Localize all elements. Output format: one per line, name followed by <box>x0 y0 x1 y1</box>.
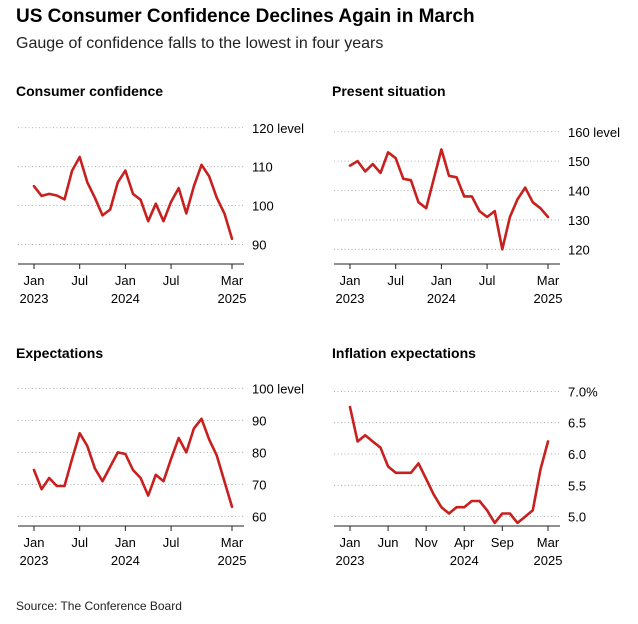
x-tick-label: Jul <box>479 273 496 288</box>
x-tick-label: Nov <box>415 535 439 550</box>
x-tick-year-label: 2025 <box>218 291 247 306</box>
series-line <box>348 405 550 525</box>
chart-present-situation: Present situation 120 130 140 150 160 level J… <box>332 82 632 312</box>
x-tick-label: Jan <box>115 273 136 288</box>
x-tick-label: Jan <box>115 535 136 550</box>
x-tick-year-label: 2024 <box>111 553 140 568</box>
x-tick-label: Jan <box>340 273 361 288</box>
y-tick-label: 100 level <box>252 381 304 396</box>
page-title: US Consumer Confidence Declines Again in… <box>16 6 475 27</box>
x-tick-year-label: 2024 <box>427 291 456 306</box>
x-tick-label: Mar <box>537 535 560 550</box>
x-tick-label: Jul <box>71 535 88 550</box>
series-line <box>348 148 550 251</box>
x-tick-year-label: 2023 <box>336 553 365 568</box>
chart-title: Expectations <box>16 345 104 361</box>
y-tick-label: 5.5 <box>568 478 586 493</box>
x-tick-label: Jan <box>24 535 45 550</box>
y-tick-label: 7.0% <box>568 384 598 399</box>
source-note: Source: The Conference Board <box>16 599 182 613</box>
y-tick-label: 5.0 <box>568 510 586 525</box>
x-tick-label: Jul <box>163 535 180 550</box>
y-tick-label: 110 <box>252 160 273 175</box>
series-line <box>32 155 234 240</box>
page-subtitle: Gauge of confidence falls to the lowest … <box>16 35 384 52</box>
chart-title: Inflation expectations <box>332 345 476 361</box>
x-tick-label: Apr <box>454 535 475 550</box>
y-tick-label: 90 <box>252 413 266 428</box>
x-tick-year-label: 2024 <box>111 291 140 306</box>
chart-canvas: 90 100 110 120 level Jan 2023 Jul Jan 2024 Jul Mar… <box>18 121 304 306</box>
y-tick-label: 6.5 <box>568 416 586 431</box>
x-tick-year-label: 2025 <box>534 291 563 306</box>
y-tick-label: 130 <box>568 213 590 228</box>
y-tick-label: 100 <box>252 199 274 214</box>
x-tick-year-label: 2025 <box>218 553 247 568</box>
chart-canvas: 60 70 80 90 100 level Jan 2023 Jul Jan 2024 Jul Mar… <box>18 381 304 568</box>
y-tick-label: 150 <box>568 154 590 169</box>
x-tick-year-label: 2023 <box>20 553 49 568</box>
series-line <box>32 417 234 509</box>
x-tick-label: Jan <box>24 273 45 288</box>
chart-expectations: Expectations 60 70 80 90 100 level Jan 2023 Jul… <box>16 344 316 574</box>
x-tick-label: Jul <box>71 273 88 288</box>
chart-consumer-confidence: Consumer confidence 90 100 110 120 level Jan… <box>16 82 316 312</box>
x-tick-year-label: 2023 <box>20 291 49 306</box>
y-tick-label: 140 <box>568 184 590 199</box>
x-tick-label: Jan <box>431 273 452 288</box>
chart-canvas: 5.0 5.5 6.0 6.5 7.0% Jan 2023 Jun Nov Apr 2024 Sep M… <box>334 384 598 568</box>
y-tick-label: 120 level <box>252 121 304 136</box>
chart-canvas: 120 130 140 150 160 level Jan 2023 Jul Jan 2024 Ju… <box>334 125 620 306</box>
y-tick-label: 6.0 <box>568 447 586 462</box>
x-tick-year-label: 2023 <box>336 291 365 306</box>
x-tick-year-label: 2024 <box>450 553 479 568</box>
chart-title: Consumer confidence <box>16 83 164 99</box>
x-tick-label: Sep <box>491 535 514 550</box>
chart-title: Present situation <box>332 83 446 99</box>
x-tick-year-label: 2025 <box>534 553 563 568</box>
x-tick-label: Mar <box>221 535 244 550</box>
x-tick-label: Jun <box>378 535 399 550</box>
y-tick-label: 70 <box>252 477 266 492</box>
x-tick-label: Jul <box>163 273 180 288</box>
y-tick-label: 60 <box>252 509 266 524</box>
x-tick-label: Jul <box>387 273 404 288</box>
x-tick-label: Mar <box>537 273 560 288</box>
y-tick-label: 80 <box>252 445 266 460</box>
y-tick-label: 160 level <box>568 125 620 140</box>
x-tick-label: Jan <box>340 535 361 550</box>
chart-inflation-expectations: Inflation expectations 5.0 5.5 6.0 6.5 7.0% J… <box>332 344 632 574</box>
y-tick-label: 90 <box>252 238 266 253</box>
x-tick-label: Mar <box>221 273 244 288</box>
y-tick-label: 120 <box>568 242 590 257</box>
